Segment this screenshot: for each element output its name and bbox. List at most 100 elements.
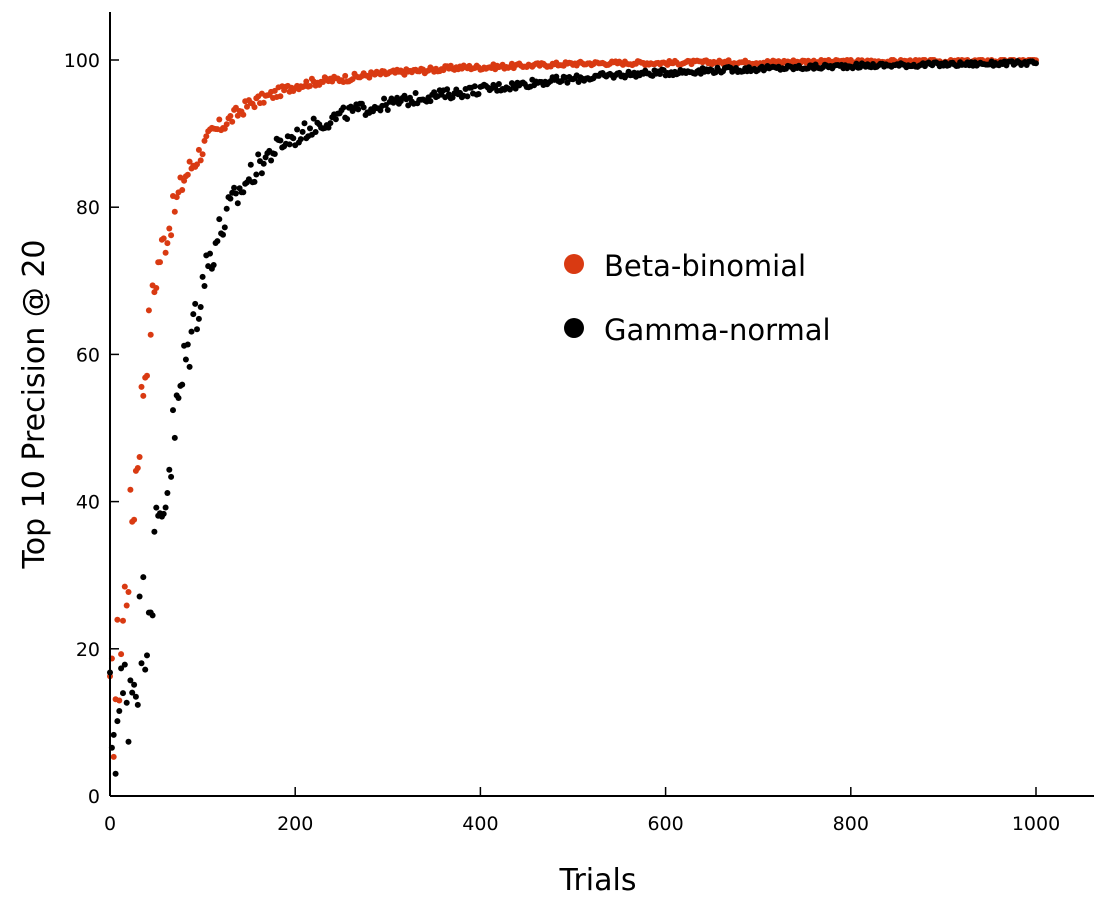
- data-point: [123, 602, 130, 609]
- data-point: [140, 574, 147, 581]
- x-tick-label: 800: [833, 813, 869, 835]
- data-point: [232, 190, 239, 197]
- x-tick-label: 600: [647, 813, 683, 835]
- data-point: [344, 116, 351, 122]
- legend-marker-gamma-normal: [564, 318, 584, 338]
- data-point: [377, 107, 384, 114]
- data-point: [307, 125, 313, 132]
- series-layer: [107, 57, 1039, 777]
- data-point: [381, 95, 388, 102]
- data-point: [251, 178, 258, 185]
- data-point: [134, 465, 141, 471]
- data-point: [244, 103, 250, 110]
- data-point: [162, 504, 169, 511]
- data-point: [140, 392, 147, 399]
- data-point: [125, 738, 132, 745]
- data-point: [195, 315, 202, 322]
- data-point: [277, 93, 284, 100]
- data-point: [127, 486, 134, 493]
- data-point: [290, 135, 297, 142]
- data-point: [431, 89, 438, 96]
- data-point: [234, 112, 241, 119]
- data-point: [132, 693, 139, 700]
- data-point: [286, 141, 293, 148]
- data-point: [129, 689, 136, 696]
- data-point: [227, 113, 234, 119]
- data-point: [153, 504, 160, 511]
- data-point: [149, 612, 156, 619]
- data-point: [114, 616, 121, 623]
- legend-label-beta-binomial: Beta-binomial: [604, 249, 806, 283]
- data-point: [184, 341, 191, 348]
- data-point: [223, 121, 230, 128]
- data-point: [131, 516, 138, 523]
- data-point: [223, 205, 230, 212]
- x-axis-title: Trials: [559, 863, 637, 898]
- data-point: [405, 102, 412, 109]
- x-tick-label: 0: [104, 813, 116, 835]
- data-point: [116, 708, 123, 714]
- data-point: [168, 232, 175, 239]
- data-point: [327, 120, 334, 127]
- data-point: [299, 128, 306, 135]
- data-point: [271, 151, 278, 157]
- data-point: [175, 395, 182, 401]
- data-point: [340, 104, 347, 111]
- data-point: [179, 381, 186, 388]
- data-point: [221, 224, 228, 231]
- data-point: [164, 240, 171, 247]
- legend-marker-beta-binomial: [564, 254, 584, 274]
- data-point: [220, 231, 226, 238]
- data-point: [127, 677, 134, 684]
- data-point: [131, 681, 138, 688]
- data-point: [297, 136, 304, 143]
- data-point: [427, 98, 434, 105]
- data-point: [184, 171, 191, 178]
- data-point: [134, 701, 141, 708]
- data-point: [195, 146, 202, 153]
- data-point: [564, 79, 571, 86]
- data-point: [164, 490, 171, 496]
- data-point: [251, 104, 258, 111]
- data-point: [360, 104, 367, 111]
- data-point: [188, 328, 195, 335]
- data-point: [112, 770, 119, 777]
- data-point: [110, 731, 117, 738]
- data-point: [114, 718, 121, 725]
- data-point: [123, 699, 130, 706]
- data-point: [192, 300, 199, 307]
- data-point: [166, 466, 173, 473]
- data-point: [151, 528, 158, 535]
- data-point: [181, 177, 188, 184]
- data-point: [277, 137, 284, 144]
- data-point: [231, 184, 238, 191]
- y-ticks: 0 20 40 60 80 100: [64, 50, 119, 808]
- data-point: [121, 661, 128, 668]
- data-point: [118, 665, 125, 672]
- data-point: [182, 356, 189, 363]
- x-tick-label: 400: [462, 813, 498, 835]
- data-point: [153, 285, 160, 291]
- data-point: [110, 753, 117, 760]
- data-point: [120, 617, 126, 624]
- data-point: [247, 161, 254, 168]
- y-tick-label: 0: [88, 786, 100, 808]
- data-point: [507, 86, 513, 93]
- data-point: [199, 273, 206, 280]
- data-point: [384, 107, 391, 113]
- data-point: [301, 120, 308, 127]
- data-point: [234, 200, 241, 207]
- data-point: [160, 235, 167, 242]
- data-point: [157, 259, 163, 266]
- data-point: [121, 583, 128, 590]
- series-gamma-normal: [107, 58, 1039, 777]
- y-tick-label: 20: [76, 639, 100, 661]
- data-point: [471, 83, 478, 90]
- data-point: [325, 124, 332, 131]
- data-point: [268, 157, 275, 164]
- data-point: [216, 216, 223, 223]
- data-point: [255, 151, 262, 158]
- data-point: [260, 99, 267, 106]
- y-tick-label: 80: [76, 197, 100, 219]
